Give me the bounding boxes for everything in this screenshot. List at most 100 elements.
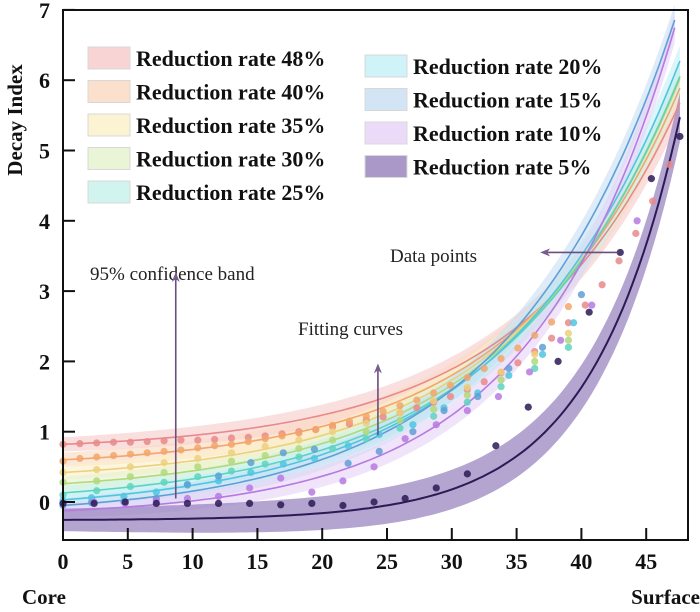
x-tick-label: 0 [58, 549, 69, 574]
data-point [295, 453, 303, 461]
data-point [588, 301, 596, 309]
data-point [564, 319, 573, 327]
y-tick-label: 5 [39, 139, 50, 164]
data-point [409, 428, 417, 436]
data-point [379, 413, 387, 421]
y-axis-title: Decay Index [3, 64, 27, 176]
x-tick-label: 5 [122, 549, 133, 574]
data-point [261, 460, 269, 468]
legend-label: Reduction rate 5% [413, 155, 591, 180]
legend-label: Reduction rate 25% [136, 180, 325, 205]
data-point [194, 436, 202, 444]
data-point [413, 396, 421, 404]
data-point [538, 343, 547, 351]
data-point [396, 402, 404, 410]
x-tick-label: 25 [376, 549, 398, 574]
data-point [308, 488, 316, 496]
data-point [440, 407, 448, 415]
data-point [310, 445, 319, 453]
data-point [344, 442, 352, 450]
data-point [160, 437, 168, 445]
data-point [564, 336, 573, 344]
data-point [295, 436, 303, 444]
data-point [564, 329, 573, 337]
fitting-curve [62, 27, 676, 512]
data-point [339, 477, 347, 485]
y-tick-label: 3 [39, 279, 50, 304]
data-point [183, 480, 192, 489]
y-tick-label: 4 [39, 209, 50, 234]
data-point [396, 416, 404, 425]
legend-label: Reduction rate 35% [136, 113, 325, 138]
data-point [446, 381, 455, 389]
data-point [362, 412, 370, 420]
data-point [295, 444, 303, 453]
data-point [214, 472, 223, 480]
data-point [279, 449, 287, 457]
legend-label: Reduction rate 48% [136, 46, 325, 71]
legend-label: Reduction rate 30% [136, 147, 325, 172]
data-point [581, 301, 589, 309]
data-point [246, 499, 254, 508]
legend-swatch [364, 88, 408, 111]
data-point [547, 318, 556, 326]
data-point [375, 447, 383, 455]
y-tick-label: 6 [39, 68, 50, 93]
data-point [480, 378, 488, 386]
y-tick-label: 0 [39, 490, 50, 515]
data-point [432, 421, 440, 429]
data-point [183, 499, 192, 508]
data-point [463, 398, 471, 406]
data-point [585, 308, 593, 316]
x-tick-label: 45 [635, 549, 657, 574]
data-point [531, 331, 539, 339]
data-point [396, 424, 404, 432]
data-point [557, 336, 565, 344]
x-axis-label-core: Core [22, 585, 66, 609]
data-point [531, 357, 539, 365]
data-point [177, 446, 185, 454]
data-point [126, 473, 134, 481]
data-point [152, 499, 160, 508]
data-point [647, 175, 655, 183]
data-point [194, 444, 202, 452]
data-point [227, 457, 236, 465]
data-point [497, 368, 505, 376]
data-point [598, 281, 606, 289]
data-point [312, 425, 320, 434]
legend: Reduction rate 48% Reduction rate 40% Redu… [87, 46, 602, 205]
data-point [126, 438, 134, 446]
data-point [328, 428, 337, 436]
data-point [261, 442, 269, 451]
data-point [492, 442, 500, 450]
data-point [160, 468, 168, 477]
data-point [261, 435, 269, 443]
data-point [278, 432, 286, 440]
data-point [344, 459, 352, 467]
data-point [531, 364, 539, 373]
data-point [362, 428, 370, 436]
data-point [261, 452, 269, 460]
data-point [339, 501, 347, 510]
data-point [547, 334, 556, 342]
data-point [676, 132, 684, 141]
data-point [328, 436, 337, 444]
legend-swatch [364, 121, 408, 145]
data-point [76, 440, 84, 448]
data-point [497, 383, 505, 391]
annotation-fitting-curves: Fitting curves [298, 319, 403, 340]
x-tick-label: 40 [570, 549, 592, 574]
data-point [90, 499, 98, 508]
data-point [494, 392, 503, 401]
y-tick-label: 2 [39, 349, 50, 374]
data-point [474, 392, 482, 401]
data-point [432, 484, 440, 492]
data-point [375, 430, 383, 439]
data-point [121, 498, 129, 506]
data-point [244, 437, 252, 446]
fitting-curve [63, 116, 681, 521]
data-point [463, 470, 471, 478]
legend-swatch [87, 46, 131, 70]
data-point [160, 478, 168, 486]
